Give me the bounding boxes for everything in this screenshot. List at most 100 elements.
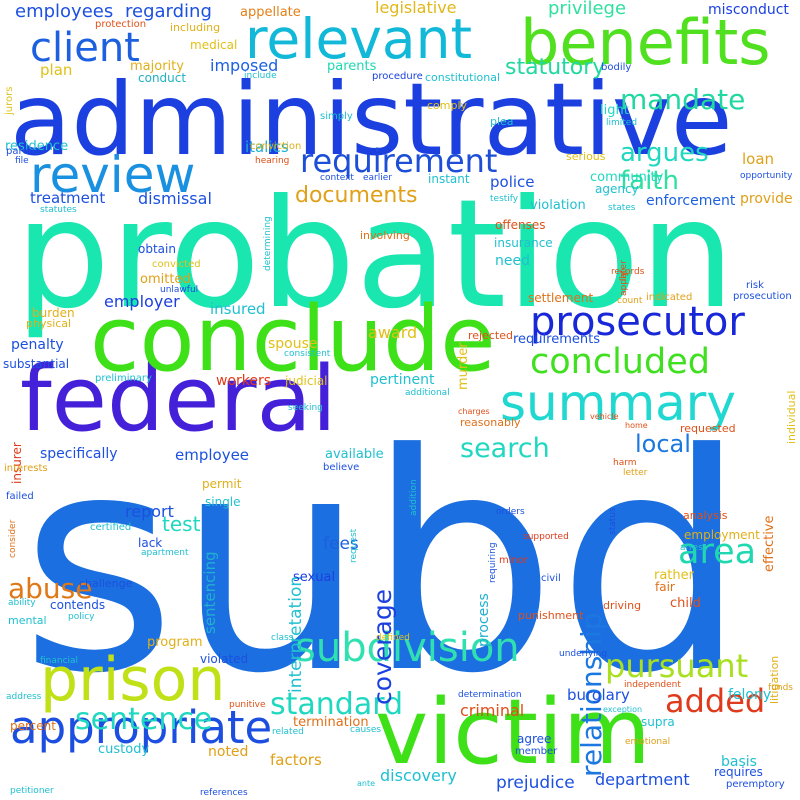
word-jurors: jurors bbox=[4, 86, 15, 115]
word-discovery: discovery bbox=[380, 766, 457, 785]
word-hearing: hearing bbox=[255, 156, 290, 166]
word-home: home bbox=[625, 421, 648, 430]
word-light: light bbox=[600, 103, 629, 118]
word-prison: prison bbox=[40, 645, 226, 715]
word-mandate: mandate bbox=[620, 83, 746, 116]
word-instant: instant bbox=[428, 172, 470, 186]
word-agency: agency bbox=[595, 182, 639, 196]
word-seeking: seeking bbox=[288, 403, 323, 413]
word-employment: employment bbox=[684, 528, 760, 542]
word-criminal: criminal bbox=[460, 701, 525, 720]
word-appellate: appellate bbox=[240, 5, 301, 20]
word-prosecution: prosecution bbox=[733, 291, 792, 302]
word-conduct: conduct bbox=[138, 71, 187, 85]
word-indicated: indicated bbox=[646, 292, 693, 303]
word-requiring: requiring bbox=[488, 542, 498, 583]
word-termination: termination bbox=[293, 715, 369, 730]
word-residence: residence bbox=[5, 139, 69, 154]
word-challenge: challenge bbox=[79, 577, 133, 590]
word-supra: supra bbox=[641, 715, 675, 729]
word-review: review bbox=[30, 146, 196, 204]
word-percent: percent bbox=[10, 719, 56, 733]
word-documents: documents bbox=[295, 183, 418, 208]
word-local: local bbox=[635, 430, 691, 458]
word-convicted: convicted bbox=[152, 259, 201, 270]
word-comply: comply bbox=[427, 99, 468, 112]
word-employees: employees bbox=[15, 1, 114, 22]
word-privilege: privilege bbox=[548, 0, 627, 19]
word-vehicle: vehicle bbox=[590, 412, 619, 421]
word-serious: serious bbox=[566, 150, 606, 163]
word-child: child bbox=[670, 596, 701, 611]
word-settlement: settlement bbox=[528, 291, 594, 305]
word-murder: murder bbox=[456, 342, 471, 390]
word-bodily: bodily bbox=[601, 62, 632, 73]
word-simply: simply bbox=[320, 111, 353, 122]
word-coverage: coverage bbox=[368, 588, 397, 705]
word-related: related bbox=[272, 727, 304, 737]
word-abuse: abuse bbox=[8, 572, 93, 605]
word-burglary: burglary bbox=[567, 686, 630, 704]
word-additional: additional bbox=[405, 388, 450, 398]
word-imposed: imposed bbox=[210, 56, 279, 75]
word-reasonably: reasonably bbox=[460, 416, 521, 429]
word-include: include bbox=[244, 71, 277, 81]
word-majority: majority bbox=[130, 59, 184, 74]
word-department: department bbox=[595, 770, 690, 789]
word-contends: contends bbox=[50, 598, 106, 612]
word-sentencing: sentencing bbox=[201, 551, 219, 634]
word-regarding: regarding bbox=[125, 1, 212, 22]
word-opportunity: opportunity bbox=[740, 171, 793, 181]
word-fees: fees bbox=[323, 534, 359, 554]
word-unlawful: unlawful bbox=[160, 285, 199, 295]
word-rejected: rejected bbox=[468, 329, 513, 342]
word-count: count bbox=[617, 296, 643, 306]
word-states: states bbox=[608, 203, 636, 213]
word-harm: harm bbox=[613, 458, 637, 468]
word-believe: believe bbox=[323, 462, 360, 473]
word-requirements: requirements bbox=[513, 332, 600, 347]
word-pertinent: pertinent bbox=[370, 372, 435, 388]
word-references: references bbox=[200, 788, 248, 798]
word-records: records bbox=[611, 267, 645, 277]
word-limited: limited bbox=[606, 118, 638, 128]
word-offenses: offenses bbox=[495, 218, 546, 232]
word-including: including bbox=[170, 21, 221, 34]
word-probation: probation bbox=[15, 168, 735, 342]
word-causes: causes bbox=[350, 725, 382, 735]
word-consistent: consistent bbox=[284, 349, 331, 359]
word-physical: physical bbox=[26, 317, 72, 330]
word-appropriate: appropriate bbox=[10, 701, 273, 754]
word-noted: noted bbox=[208, 744, 249, 760]
word-involving: involving bbox=[360, 229, 410, 242]
word-orders: orders bbox=[496, 507, 525, 517]
word-sexual: sexual bbox=[293, 570, 336, 585]
word-file: file bbox=[15, 156, 29, 166]
word-violation: violation bbox=[530, 198, 586, 213]
word-peremptory: peremptory bbox=[726, 779, 785, 790]
word-earlier: earlier bbox=[363, 173, 392, 183]
word-request: request bbox=[349, 528, 359, 563]
word-conviction: conviction bbox=[250, 141, 302, 152]
word-apartment: apartment bbox=[141, 548, 189, 558]
word-prejudice: prejudice bbox=[496, 773, 575, 793]
word-parent: parent bbox=[6, 146, 39, 157]
word-funds: funds bbox=[768, 683, 793, 693]
word-policy: policy bbox=[68, 612, 95, 622]
word-factors: factors bbox=[270, 751, 322, 769]
word-exception: exception bbox=[603, 705, 643, 714]
word-driving: driving bbox=[603, 599, 642, 612]
word-medical: medical bbox=[190, 38, 238, 52]
word-consider: consider bbox=[8, 519, 18, 558]
word-area: area bbox=[678, 532, 757, 572]
word-emotional: emotional bbox=[625, 737, 671, 747]
word-legislative: legislative bbox=[375, 0, 457, 17]
word-provide: provide bbox=[740, 191, 793, 207]
word-single: single bbox=[205, 495, 241, 509]
word-victim: victim bbox=[375, 680, 651, 785]
word-status: status bbox=[608, 507, 618, 535]
word-argues: argues bbox=[620, 138, 709, 168]
word-standard: standard bbox=[270, 687, 404, 722]
word-insured: insured bbox=[210, 300, 266, 318]
word-fair: fair bbox=[655, 580, 675, 594]
